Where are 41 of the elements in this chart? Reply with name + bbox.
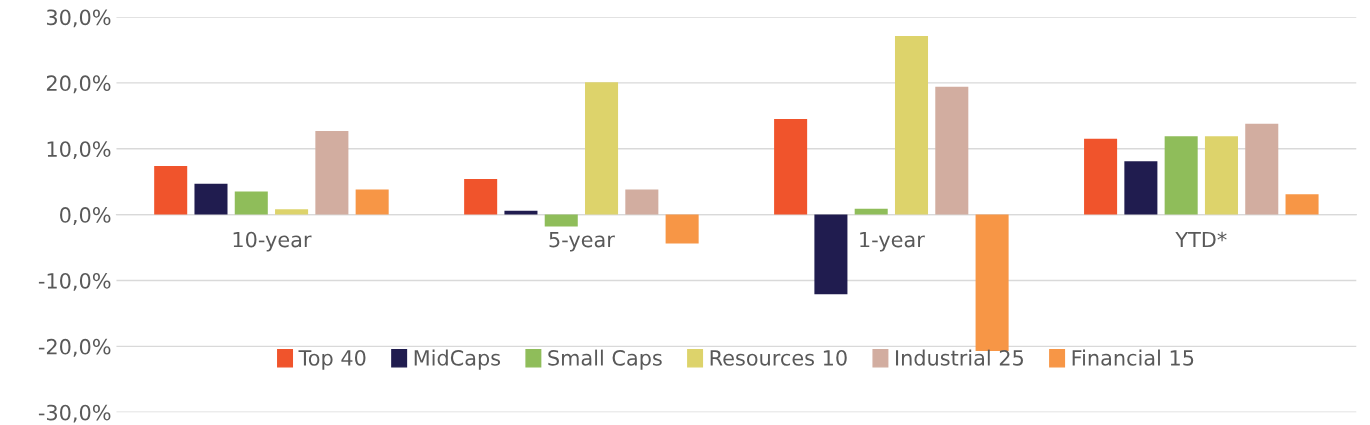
legend-label: Resources 10	[710, 349, 847, 366]
y-tick-label: -30,0%	[38, 404, 111, 423]
x-tick-label: 5-year	[549, 231, 615, 252]
legend-label: Industrial 25	[896, 349, 1023, 366]
bar	[814, 214, 848, 295]
bar	[1204, 136, 1238, 215]
bar	[315, 130, 349, 215]
bar	[1245, 123, 1279, 215]
bar	[504, 210, 538, 215]
legend-label: MidCaps	[414, 349, 501, 370]
bar	[935, 86, 969, 215]
bar	[1124, 161, 1158, 215]
bar	[544, 214, 578, 227]
y-tick-label: 20,0%	[46, 75, 111, 94]
y-tick-label: 30,0%	[47, 9, 111, 28]
y-tick-label: 10,0%	[47, 141, 111, 160]
bar	[625, 189, 659, 215]
bar	[975, 214, 1009, 351]
bar	[464, 179, 498, 215]
y-tick-label: -10,0%	[38, 272, 111, 291]
bar	[774, 119, 808, 215]
x-tick-label: 1-year	[860, 231, 925, 252]
bar	[1164, 136, 1198, 215]
bar	[585, 82, 619, 215]
bar	[894, 36, 929, 215]
legend-label: Financial 15	[1072, 349, 1194, 366]
x-tick-label: 10-year	[233, 231, 312, 252]
bar	[1285, 194, 1319, 215]
bar	[234, 191, 268, 215]
y-tick-label: -20,0%	[38, 338, 111, 357]
bar	[854, 208, 888, 215]
bar	[1084, 138, 1118, 215]
y-tick-label: 0,0%	[60, 207, 111, 225]
legend-label: Small Caps	[548, 349, 662, 370]
bar	[355, 189, 389, 215]
x-tick-label: YTD*	[1175, 231, 1227, 248]
bar	[194, 183, 228, 215]
bar	[665, 214, 699, 244]
bar	[275, 209, 309, 215]
bar	[154, 165, 188, 215]
legend-label: Top 40	[298, 349, 366, 370]
